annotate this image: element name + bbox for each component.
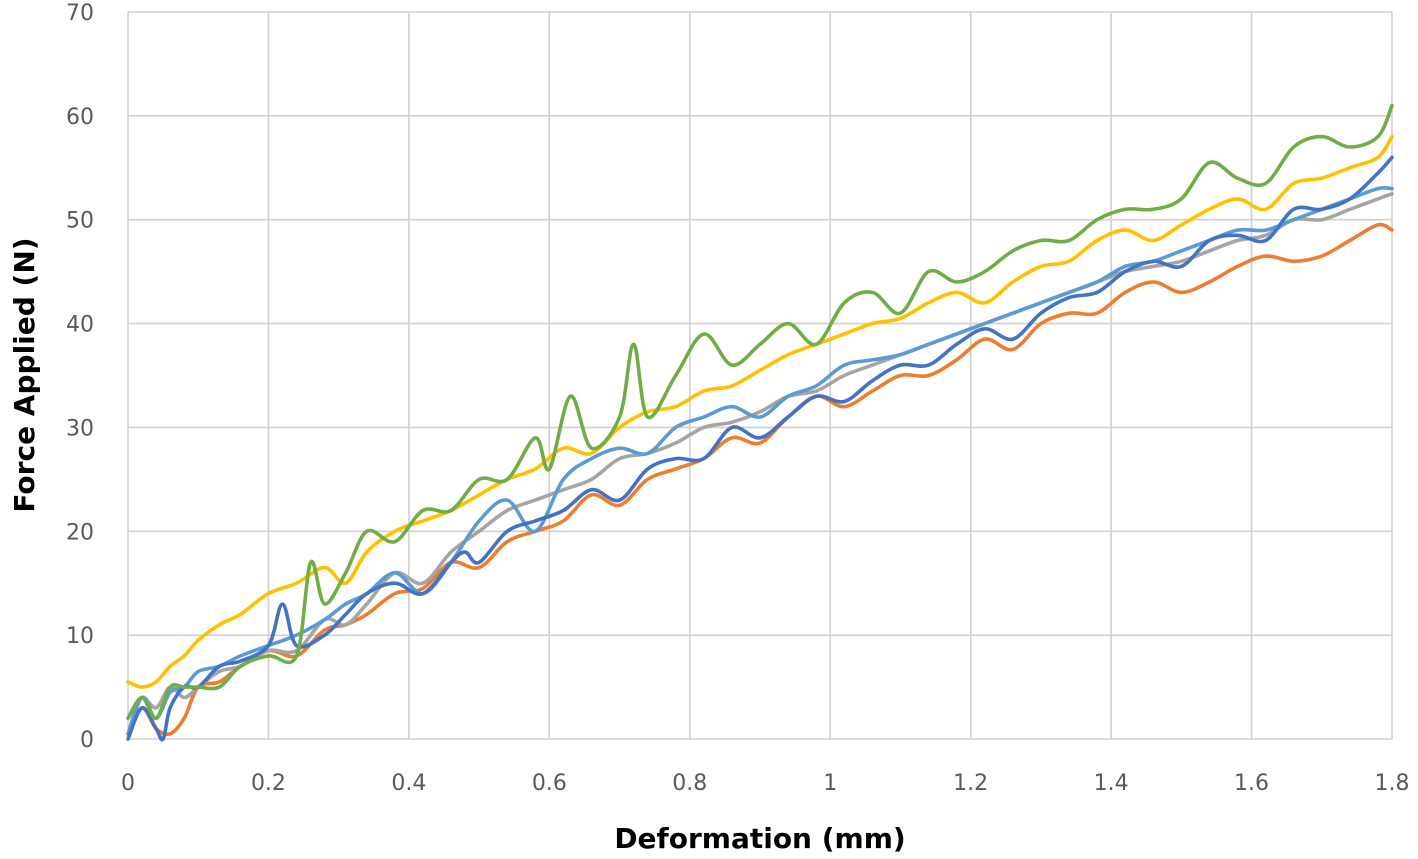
x-tick-label: 0.4 [391,771,426,796]
x-tick-label: 0.2 [251,771,286,796]
x-tick-label: 1.2 [953,771,988,796]
series-line-6 [126,103,1394,720]
x-tick-label: 1.8 [1375,771,1410,796]
series-line-5 [126,155,1394,742]
x-tick-labels: 0 0.2 0.4 0.6 0.8 1 1.2 1.4 1.6 1.8 [121,771,1410,796]
y-axis-title: Force Applied (N) [8,237,41,512]
x-axis-title: Deformation (mm) [614,822,905,855]
grid-lines [127,11,1393,740]
y-tick-label: 0 [80,728,94,753]
series-line-3 [126,134,1394,689]
y-tick-label: 40 [66,313,94,338]
x-tick-label: 0 [121,771,135,796]
x-tick-label: 0.8 [672,771,707,796]
x-tick-label: 1.6 [1234,771,1269,796]
series-line-4 [126,186,1394,736]
x-tick-label: 0.6 [532,771,567,796]
y-tick-labels: 0 10 20 30 40 50 60 70 [66,1,94,753]
x-tick-label: 1 [823,771,837,796]
y-tick-label: 60 [66,105,94,130]
y-tick-label: 70 [66,1,94,26]
y-tick-label: 30 [66,416,94,441]
series-line-1 [126,222,1394,737]
series-line-2 [126,192,1394,720]
y-tick-label: 50 [66,209,94,234]
x-tick-label: 1.4 [1094,771,1129,796]
y-tick-label: 20 [66,520,94,545]
series-layer [126,103,1394,742]
y-tick-label: 10 [66,624,94,649]
